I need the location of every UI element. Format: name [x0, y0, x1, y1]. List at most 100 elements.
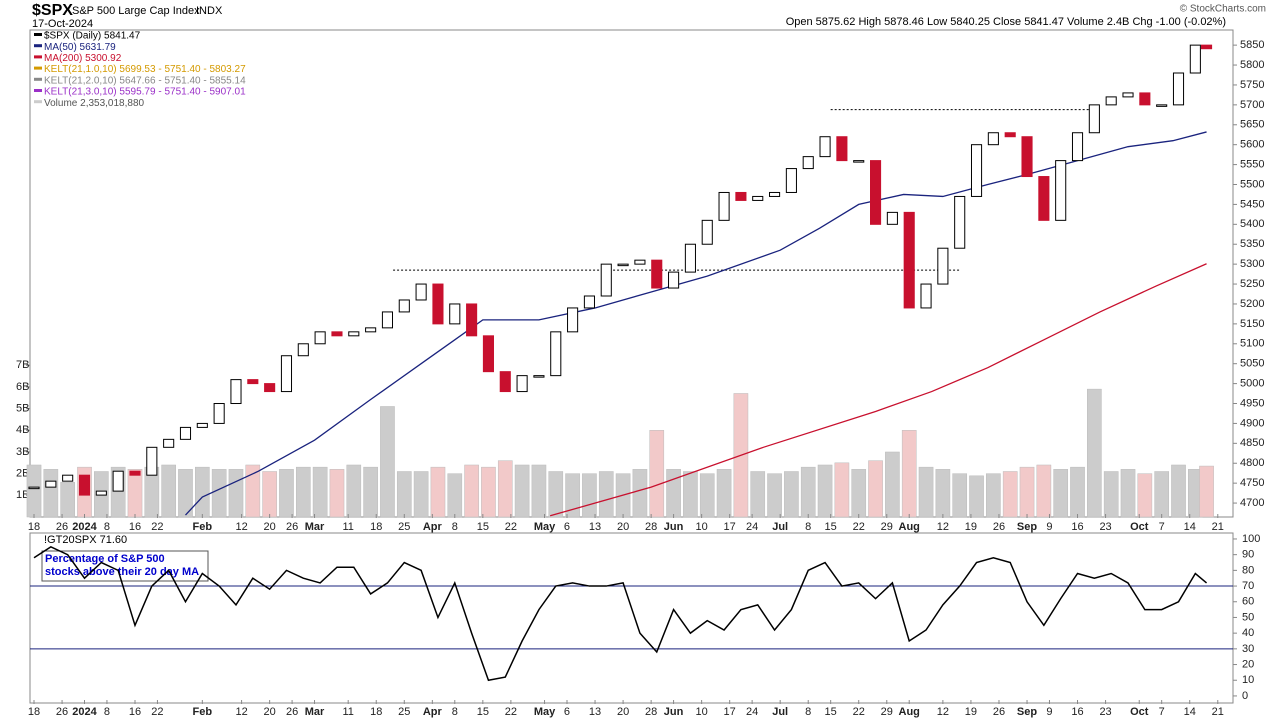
x-tick-label: 20 [264, 521, 276, 533]
x-tick-label: 26 [286, 706, 298, 718]
volume-bar [683, 471, 698, 518]
x-tick-label: 12 [235, 706, 247, 718]
x-tick-label: 10 [696, 706, 708, 718]
x-tick-label: 16 [129, 521, 141, 533]
y-tick-label: 5400 [1240, 218, 1264, 230]
volume-bar [531, 464, 547, 518]
y2-tick-label: 2B [16, 468, 29, 480]
x-tick-label: 7 [1159, 521, 1165, 533]
x-tick-label: 22 [151, 521, 163, 533]
volume-bar [262, 471, 277, 518]
y-tick-label: 5850 [1240, 39, 1264, 51]
annotation: stocks above their 20 day MA [45, 566, 199, 578]
candle [533, 375, 545, 378]
candle [651, 259, 663, 289]
volume-bar [1070, 466, 1085, 518]
volume-bar [918, 466, 934, 518]
candle [146, 446, 158, 476]
candle [247, 379, 259, 385]
x-tick-label: Aug [899, 706, 920, 718]
x-tick-label: Apr [423, 706, 443, 718]
x-tick-label: 26 [56, 521, 68, 533]
volume-bar [1120, 469, 1136, 518]
volume-bar [127, 469, 143, 518]
y-tick-label: 5100 [1240, 338, 1264, 350]
volume-bar [447, 473, 463, 518]
annotation: Percentage of S&P 500 [45, 553, 165, 565]
candle [499, 371, 511, 393]
candle [432, 283, 444, 325]
ma-line [185, 131, 1207, 516]
x-tick-label: Jun [664, 706, 684, 718]
x-tick-label: 28 [645, 521, 657, 533]
x-tick-label: 12 [235, 521, 247, 533]
candle [718, 191, 730, 221]
candle [785, 168, 797, 193]
volume-bar [497, 460, 513, 518]
candle [769, 191, 781, 197]
candle [112, 470, 124, 492]
candle [853, 160, 865, 163]
chart-title: $SPX [32, 2, 73, 19]
candle [163, 438, 175, 448]
x-tick-label: 22 [151, 706, 163, 718]
volume-bar [279, 469, 294, 518]
x-tick-label: 20 [617, 706, 629, 718]
candle [937, 247, 949, 285]
candle [365, 327, 377, 333]
volume-bar [481, 466, 496, 518]
volume-bar [885, 451, 900, 518]
x-tick-label: 21 [1212, 706, 1224, 718]
volume-bar [430, 466, 446, 518]
volume-bar [986, 473, 1001, 518]
candle [920, 283, 932, 309]
volume-bar [784, 471, 799, 518]
candle [1038, 176, 1050, 221]
y-tick-label: 5700 [1240, 99, 1264, 111]
legend-label: KELT(21,2.0,10) 5647.66 - 5751.40 - 5855… [44, 75, 246, 86]
candle [550, 331, 562, 377]
candle [634, 259, 646, 265]
volume-bar [194, 466, 210, 518]
x-tick-label: 15 [825, 521, 837, 533]
candle [348, 331, 360, 337]
candle [213, 403, 225, 424]
x-tick-label: 18 [370, 706, 382, 718]
credit: © StockCharts.com [1180, 4, 1266, 15]
candle [735, 191, 747, 201]
candle [62, 474, 74, 482]
volume-bar [1137, 473, 1153, 518]
volume-bar [1154, 471, 1169, 518]
candle [954, 195, 966, 249]
legend-swatch [34, 100, 42, 104]
candle [466, 303, 478, 337]
volume-bar [834, 462, 850, 518]
candle [230, 379, 242, 405]
legend-swatch [34, 77, 42, 81]
candle [381, 311, 394, 329]
candle [28, 486, 40, 490]
y-tick-label: 50 [1242, 611, 1254, 623]
y-tick-label: 30 [1242, 643, 1254, 655]
x-tick-label: 29 [881, 521, 893, 533]
y-tick-label: 5350 [1240, 238, 1264, 250]
ma-line [549, 263, 1207, 517]
candle [1105, 96, 1117, 106]
x-tick-label: 15 [477, 706, 489, 718]
x-tick-label: 2024 [72, 706, 97, 718]
candle [870, 160, 882, 225]
volume-bar [750, 471, 766, 518]
candle [1139, 92, 1151, 106]
volume-bar [565, 473, 580, 518]
x-tick-label: Feb [193, 706, 213, 718]
y-tick-label: 4750 [1240, 477, 1264, 489]
y2-tick-label: 3B [16, 446, 29, 458]
x-tick-label: 18 [370, 521, 382, 533]
volume-bar [935, 469, 951, 518]
x-tick-label: 16 [1071, 706, 1083, 718]
volume-bar [851, 469, 867, 518]
volume-bar [295, 466, 311, 518]
x-tick-label: 20 [264, 706, 276, 718]
x-tick-label: 8 [805, 521, 811, 533]
